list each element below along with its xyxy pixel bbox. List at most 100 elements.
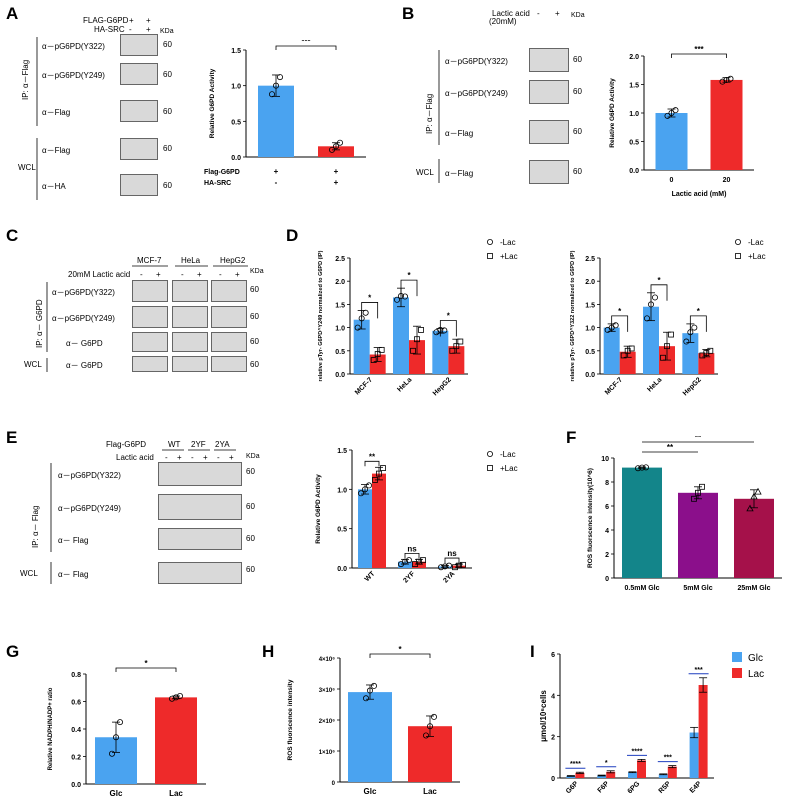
y-tick-label: 0.0	[585, 372, 595, 379]
data-point	[372, 476, 378, 483]
cond-label: Lactic acid	[492, 9, 530, 18]
bar	[655, 113, 688, 170]
legend-swatch	[732, 652, 742, 662]
significance-label: *	[697, 307, 701, 316]
mw-marker: 60	[163, 70, 172, 79]
y-tick-label: 0.5	[337, 527, 347, 534]
chart-g: 0.0 0.2 0.4 0.6 0.8 Relative NADPH/NADP+ rati…	[48, 660, 206, 798]
panel-letter-b: B	[402, 4, 415, 23]
significance-label: *	[657, 276, 661, 285]
x-tick-label: 5mM Glc	[683, 585, 712, 592]
y-tick-label: 6	[605, 504, 609, 511]
data-point	[370, 357, 377, 363]
cond-label: FLAG-G6PD	[83, 16, 129, 25]
bar	[689, 732, 699, 778]
chart-b: 0.0 0.5 1.0 1.5 2.0 Relative G6PD Activity 0 20…	[609, 45, 754, 198]
data-point	[371, 682, 378, 689]
data-point	[172, 694, 179, 701]
significance-bracket	[404, 552, 420, 559]
data-point	[418, 327, 424, 333]
data-point	[277, 74, 284, 81]
significance-label: ns	[447, 549, 457, 558]
data-point	[328, 146, 335, 153]
x-axis-label: Lactic acid (mM)	[672, 191, 727, 198]
kda-label: KDa	[246, 453, 260, 460]
significance-label: *	[398, 646, 402, 654]
sign: +	[197, 270, 202, 279]
significance-label: ***	[664, 755, 672, 762]
y-axis-label: ROS fluorscence intensity(10^6)	[586, 468, 594, 568]
data-point	[707, 347, 714, 354]
sign: +	[156, 270, 161, 279]
mw-marker: 60	[250, 285, 259, 294]
data-point	[414, 336, 420, 343]
x-row-label: HA-SRC	[204, 180, 231, 187]
significance-label: ***	[694, 45, 704, 54]
data-point	[358, 490, 365, 497]
significance-label: **	[667, 443, 674, 452]
data-point	[394, 296, 401, 303]
significance-label: *	[618, 307, 622, 316]
y-tick-label: 1.0	[231, 84, 241, 91]
mw-marker: 60	[250, 312, 259, 321]
panel-letter-i: I	[530, 642, 535, 661]
western-blot-band	[529, 48, 569, 72]
wcl-label: WCL	[416, 168, 434, 177]
significance-label: ****	[632, 748, 643, 755]
x-tick-label: F6P	[597, 780, 611, 794]
y-tick-label: 2	[551, 735, 555, 742]
antibody-label: α－pG6PD(Y322)	[58, 471, 121, 480]
y-axis-label: Relative NADPH/NADP+ ratio	[48, 687, 54, 770]
y-tick-label: 1.0	[337, 487, 347, 494]
y-tick-label: 0.4	[71, 727, 81, 734]
bar	[603, 327, 620, 374]
data-point	[457, 338, 464, 345]
x-tick-label: WT	[364, 570, 377, 583]
bar	[698, 685, 708, 778]
data-point	[648, 301, 655, 308]
chart-e: 0.0 0.5 1.0 1.5 Relative G6PD Activity WT 2YF 2…	[315, 448, 518, 585]
x-tick-label: Glc	[364, 787, 377, 796]
sign: -	[217, 453, 220, 462]
data-point	[668, 331, 674, 338]
significance-label: ***	[695, 667, 703, 674]
x-tick-label: E4P	[689, 780, 704, 795]
data-point	[643, 464, 650, 471]
western-blot-band	[529, 80, 569, 104]
y-tick-label: 0.6	[71, 700, 81, 707]
data-point	[168, 695, 175, 702]
y-tick-label: 4	[551, 693, 555, 700]
cell-line-label: MCF-7	[137, 256, 162, 265]
data-point	[378, 346, 385, 353]
bar	[369, 354, 386, 374]
x-tick-label: HepG2	[432, 376, 453, 397]
data-point	[664, 112, 671, 119]
significance-label: **	[695, 436, 702, 442]
x-row-sign: -	[275, 178, 278, 187]
y-tick-label: 1.0	[585, 326, 595, 333]
chart-d-y249: 0.0 0.5 1.0 1.5 2.0 2.5 relative pTyr- G6PD^Y2…	[318, 238, 518, 397]
bracket-lines	[50, 463, 52, 584]
y-tick-label: 3×10⁶	[319, 688, 336, 694]
antibody-label: α－ Flag	[58, 536, 89, 545]
data-point	[380, 465, 386, 471]
x-tick-label: R5P	[658, 780, 673, 795]
data-point	[363, 695, 370, 702]
western-blot-band	[120, 34, 158, 56]
kda-label: KDa	[571, 12, 585, 19]
panel-letter-g: G	[6, 642, 20, 661]
y-tick-label: 0	[332, 781, 336, 787]
data-point	[420, 557, 426, 564]
data-point	[452, 564, 458, 571]
y-axis-label: Relative G6PD Activity	[315, 474, 322, 544]
mw-marker: 60	[163, 40, 172, 49]
bar	[155, 697, 197, 784]
y-tick-label: 6	[551, 652, 555, 659]
western-blot-band	[158, 462, 242, 486]
data-point	[441, 327, 448, 334]
cell-line-label: HepG2	[220, 256, 246, 265]
western-blot-band	[132, 332, 168, 352]
y-tick-label: 4	[605, 528, 609, 535]
x-tick-label: 0	[670, 177, 674, 184]
y-axis-label: Relative G6PD Activity	[609, 78, 616, 148]
